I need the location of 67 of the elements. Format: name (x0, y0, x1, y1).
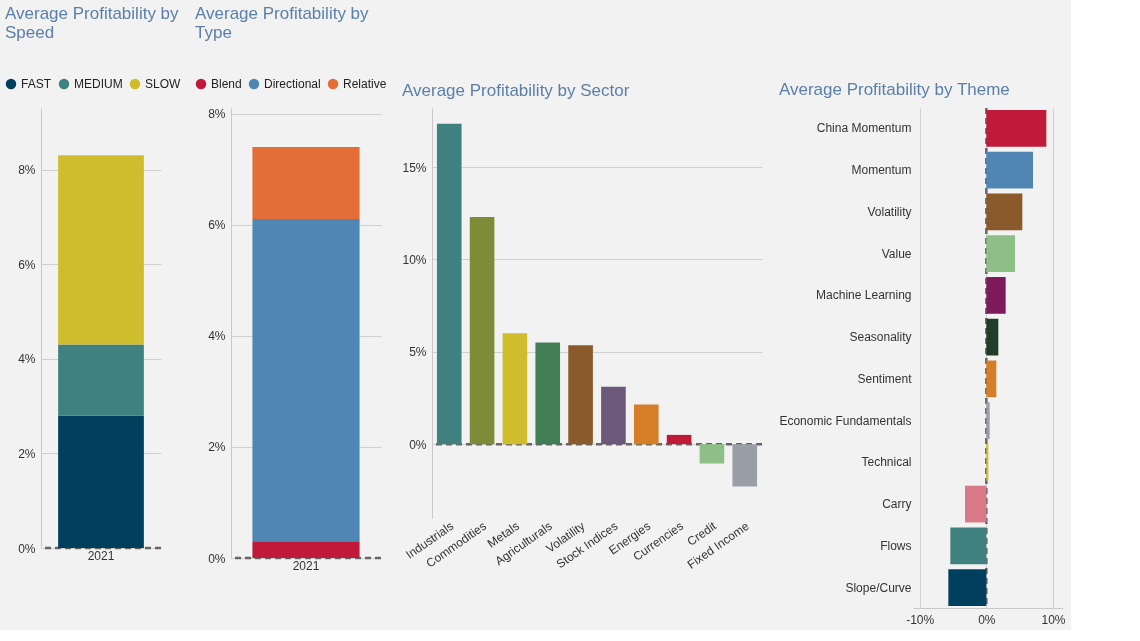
x-tick-label: 10% (1041, 612, 1066, 627)
bar (252, 146, 360, 220)
chart-title: Average Profitability by Type (195, 4, 370, 42)
legend-label: Directional (264, 77, 321, 91)
y-tick-label: 2% (208, 440, 226, 455)
bar (950, 527, 987, 565)
bar (986, 193, 1023, 231)
bar (469, 216, 495, 445)
y-tick-label: 5% (409, 345, 427, 360)
y-tick-label: 0% (409, 437, 427, 452)
y-tick-label: 15% (402, 160, 427, 175)
y-tick-label: Momentum (851, 163, 912, 178)
bar (58, 155, 144, 345)
bar (252, 541, 360, 558)
bar (986, 277, 1006, 314)
y-tick-label: Flows (880, 538, 912, 553)
y-tick-label: 6% (18, 257, 36, 272)
bar (535, 342, 561, 445)
bar (986, 360, 997, 398)
y-tick-label: Carry (882, 497, 912, 512)
y-tick-label: China Momentum (816, 121, 912, 136)
y-tick-label: 10% (402, 252, 427, 267)
y-tick-label: Economic Fundamentals (779, 413, 912, 428)
x-tick-label: 0% (978, 612, 996, 627)
legend-label: SLOW (145, 77, 182, 91)
y-tick-label: 6% (208, 218, 226, 233)
x-tick-label: 2021 (87, 548, 115, 563)
y-tick-label: Machine Learning (816, 288, 912, 303)
x-tick-label: 2021 (292, 558, 320, 573)
y-tick-label: Slope/Curve (845, 580, 912, 595)
bar (986, 235, 1015, 273)
legend-label: Relative (343, 77, 387, 91)
bar (948, 569, 987, 606)
legend-label: MEDIUM (74, 77, 123, 91)
y-tick-label: 8% (18, 163, 36, 178)
bar (986, 402, 990, 439)
y-tick-label: 4% (208, 329, 226, 344)
bar (58, 415, 144, 548)
bar (252, 219, 360, 542)
bar (601, 386, 626, 445)
bar (986, 318, 999, 356)
y-tick-label: 2% (18, 446, 36, 461)
bar (986, 443, 989, 481)
bar (436, 123, 462, 445)
bar (732, 444, 758, 487)
bar (58, 344, 144, 416)
bar (666, 434, 692, 445)
y-tick-label: Seasonality (849, 330, 912, 345)
bar (699, 444, 725, 464)
y-tick-label: Sentiment (857, 371, 913, 386)
legend-label: Blend (211, 77, 242, 91)
bar (502, 333, 528, 445)
bar (986, 151, 1033, 189)
bar (965, 485, 987, 523)
chart-title: Average Profitability by Theme (778, 79, 1010, 99)
chart-title: Average Profitability by Sector (401, 81, 630, 100)
y-tick-label: Value (881, 246, 912, 261)
bar (986, 110, 1047, 147)
y-tick-label: 8% (208, 107, 226, 122)
y-tick-label: Technical (861, 455, 912, 470)
y-tick-label: 4% (18, 352, 36, 367)
y-tick-label: Volatility (867, 204, 912, 219)
legend-label: FAST (21, 77, 52, 91)
bar (568, 345, 593, 445)
x-tick-label: -10% (906, 612, 935, 627)
chart-title: Average Profitability by Speed (5, 4, 180, 42)
bar (633, 404, 659, 445)
